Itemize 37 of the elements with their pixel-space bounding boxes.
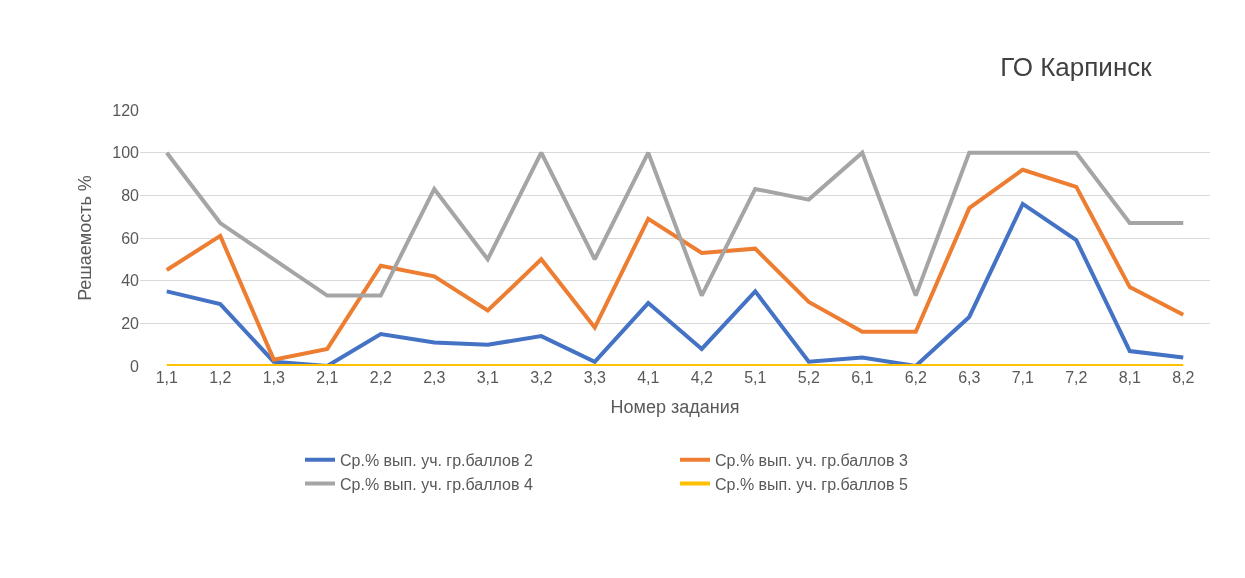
x-tick-label: 6,3 [958,369,981,386]
x-tick-label: 3,2 [530,369,553,386]
x-tick-label: 8,1 [1118,369,1141,386]
x-axis-title: Номер задания [610,397,740,418]
x-tick-label: 6,2 [904,369,927,386]
y-tick-label: 20 [121,314,140,332]
legend-label: Ср.% вып. уч. гр.баллов 5 [715,475,908,493]
x-tick-label: 7,2 [1065,369,1088,386]
y-tick-label: 40 [121,272,140,290]
legend-label: Ср.% вып. уч. гр.баллов 2 [340,451,533,469]
legend-label: Ср.% вып. уч. гр.баллов 4 [340,475,533,493]
x-tick-label: 2,2 [369,369,392,386]
y-tick-label: 80 [121,186,140,204]
x-tick-label: 7,1 [1011,369,1034,386]
line-series [164,167,1186,362]
line-series [164,201,1186,366]
x-tick-label: 5,1 [744,369,767,386]
x-tick-label: 5,2 [797,369,820,386]
y-tick-label: 120 [112,101,140,119]
x-tick-label: 2,1 [316,369,339,386]
x-tick-label: 6,1 [851,369,874,386]
x-tick-label: 8,2 [1172,369,1195,386]
y-tick-label: 0 [130,357,140,375]
y-tick-label: 100 [112,144,140,162]
x-tick-label: 3,3 [583,369,606,386]
x-tick-label: 2,3 [423,369,446,386]
x-tick-label: 1,3 [262,369,285,386]
x-tick-label: 3,1 [476,369,499,386]
y-axis-title: Решаемость % [75,175,96,301]
chart-title: ГО Карпинск [1000,52,1153,82]
x-tick-label: 1,2 [209,369,232,386]
legend-label: Ср.% вып. уч. гр.баллов 3 [715,451,908,469]
y-tick-label: 60 [121,229,140,247]
x-tick-label: 4,1 [637,369,660,386]
line-series [164,150,1186,298]
x-tick-label: 1,1 [155,369,178,386]
x-tick-label: 4,2 [690,369,713,386]
